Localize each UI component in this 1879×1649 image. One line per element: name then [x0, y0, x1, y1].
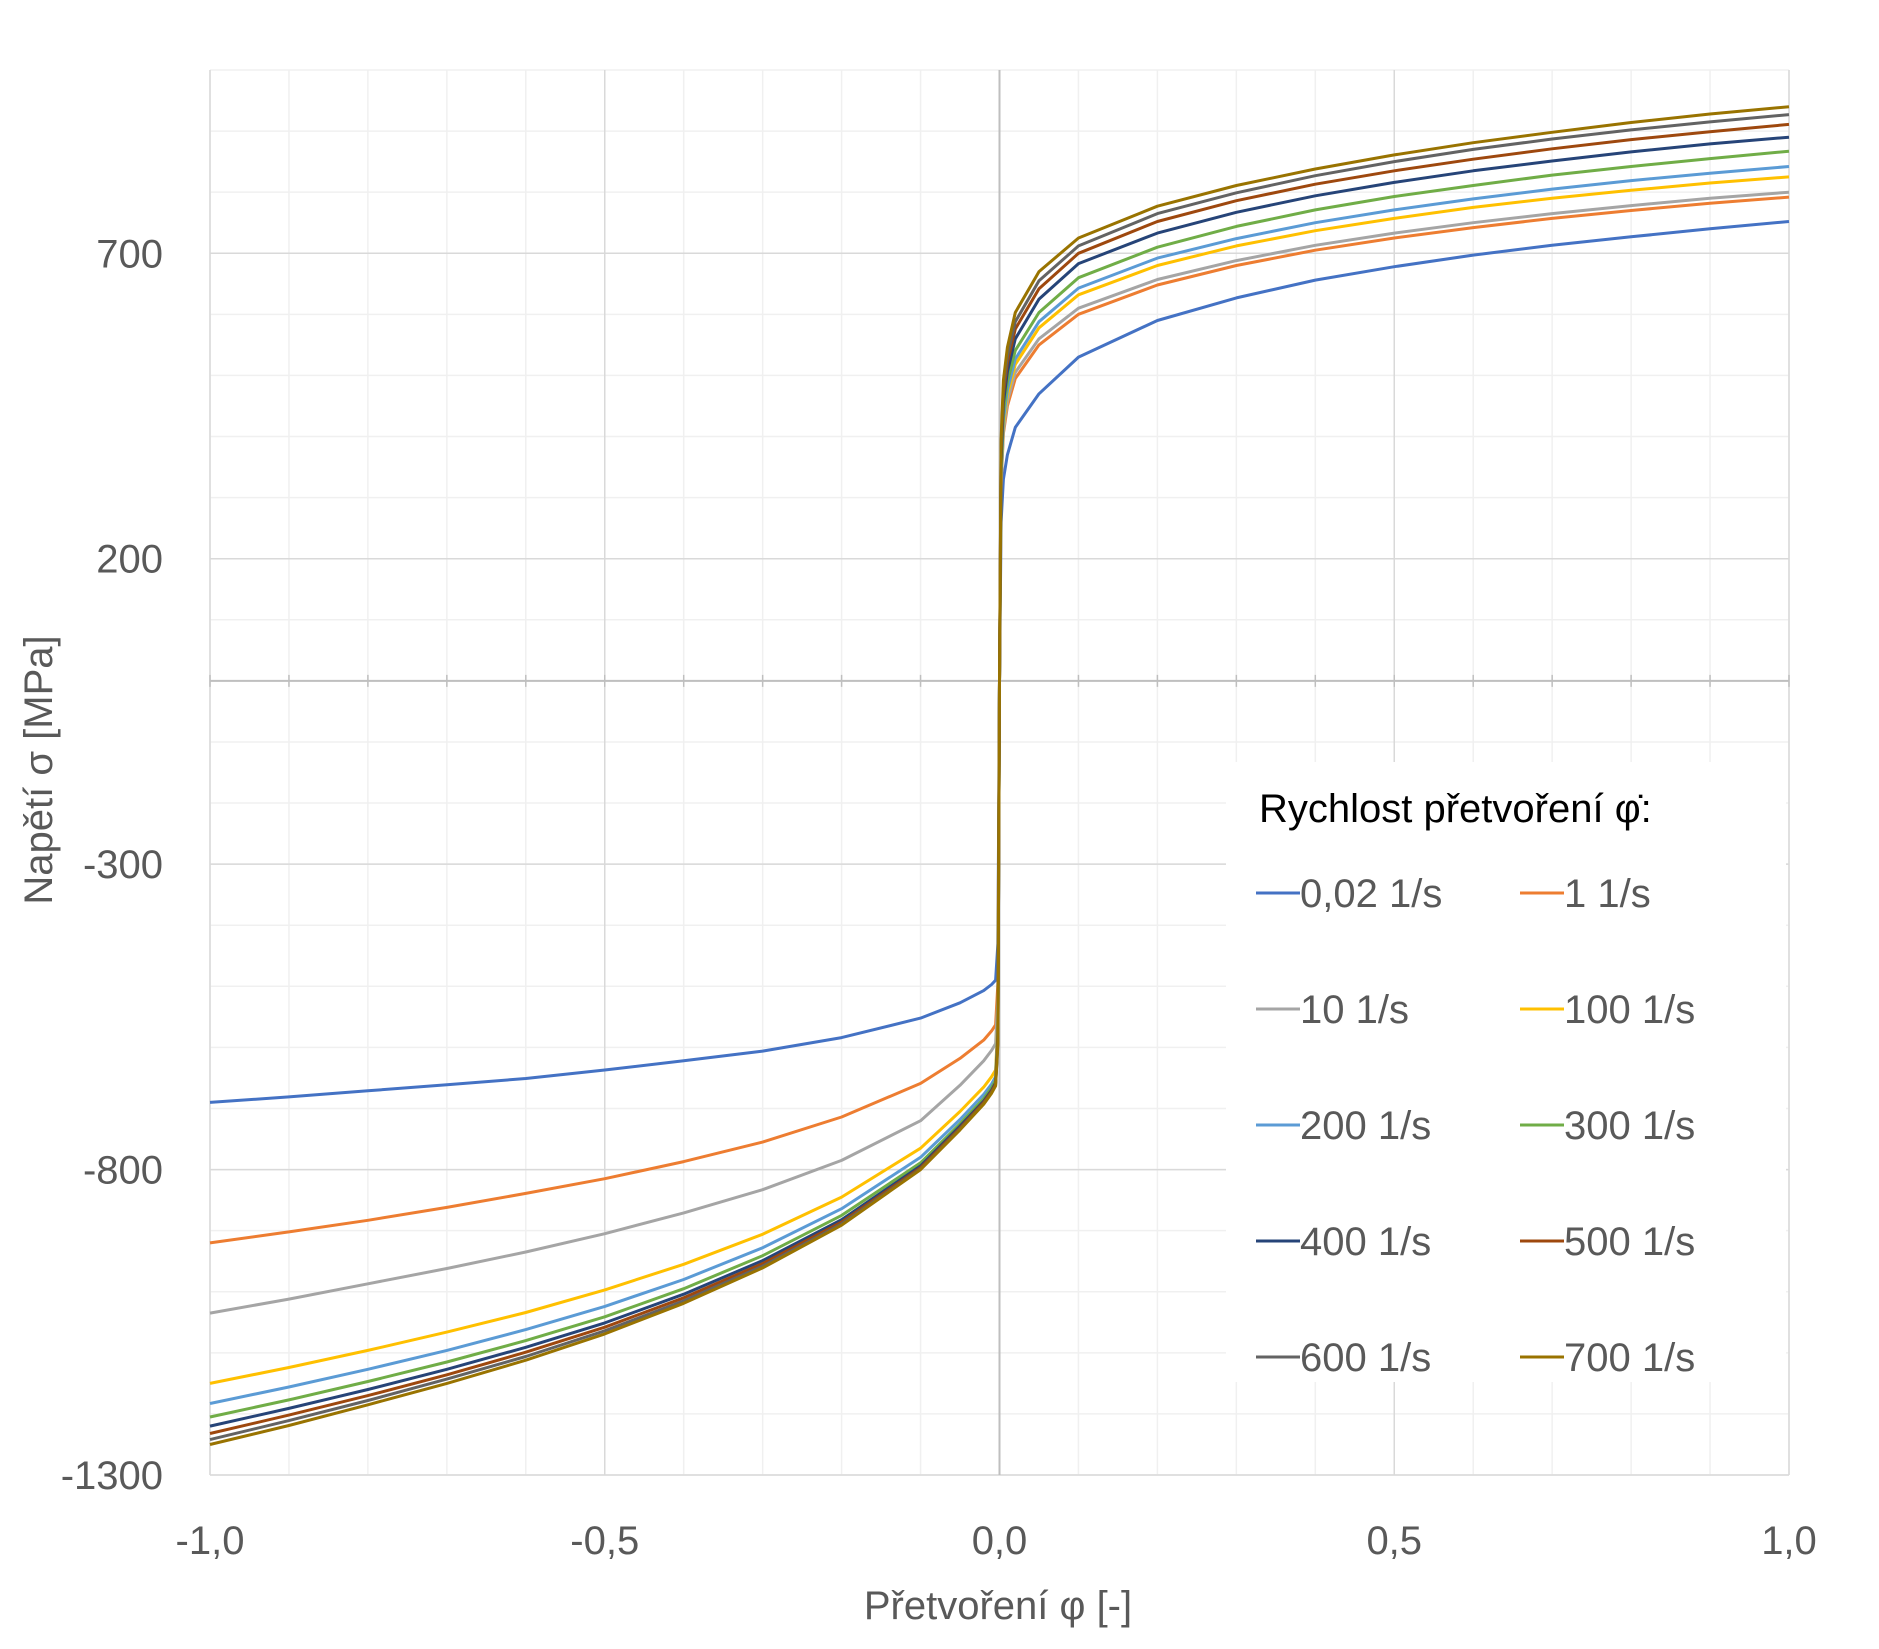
- legend-label-3: 100 1/s: [1564, 988, 1695, 1032]
- y-axis-title: Napětí σ [MPa]: [17, 635, 61, 904]
- series-lines: [209, 105, 1790, 1446]
- legend-label-9: 700 1/s: [1564, 1336, 1695, 1380]
- legend-background: [1226, 762, 1786, 1382]
- x-tick-label: -0,5: [570, 1519, 639, 1563]
- legend-items: 0,02 1/s 1 1/s 10 1/s 100 1/s 200 1/s 300 1/s…: [1256, 872, 1695, 1380]
- x-axis-title: Přetvoření φ [-]: [864, 1584, 1132, 1628]
- x-tick-label: 1,0: [1761, 1519, 1817, 1563]
- legend-label-7: 500 1/s: [1564, 1220, 1695, 1264]
- legend-label-2: 10 1/s: [1300, 988, 1409, 1032]
- y-tick-label: -1300: [61, 1454, 163, 1498]
- x-tick-label: 0,5: [1366, 1519, 1422, 1563]
- legend-label-4: 200 1/s: [1300, 1104, 1431, 1148]
- legend-title: Rychlost přetvoření φ̇:: [1259, 787, 1652, 831]
- y-tick-label: -800: [83, 1149, 163, 1193]
- legend-label-6: 400 1/s: [1300, 1220, 1431, 1264]
- y-tick-label: 700: [96, 232, 163, 276]
- legend-label-5: 300 1/s: [1564, 1104, 1695, 1148]
- x-tick-label: -1,0: [176, 1519, 245, 1563]
- y-tick-label: 200: [96, 538, 163, 582]
- legend: Rychlost přetvoření φ̇: 0,02 1/s 1 1/s 10 …: [1226, 762, 1786, 1382]
- series-line-9: [209, 105, 1790, 1446]
- legend-label-1: 1 1/s: [1564, 872, 1651, 916]
- legend-label-0: 0,02 1/s: [1300, 872, 1442, 916]
- y-tick-label: -300: [83, 843, 163, 887]
- legend-label-8: 600 1/s: [1300, 1336, 1431, 1380]
- tick-labels: -1,0 -0,5 0,0 0,5 1,0 -1300 -800 -300 200 700: [61, 232, 1817, 1563]
- x-tick-label: 0,0: [972, 1519, 1028, 1563]
